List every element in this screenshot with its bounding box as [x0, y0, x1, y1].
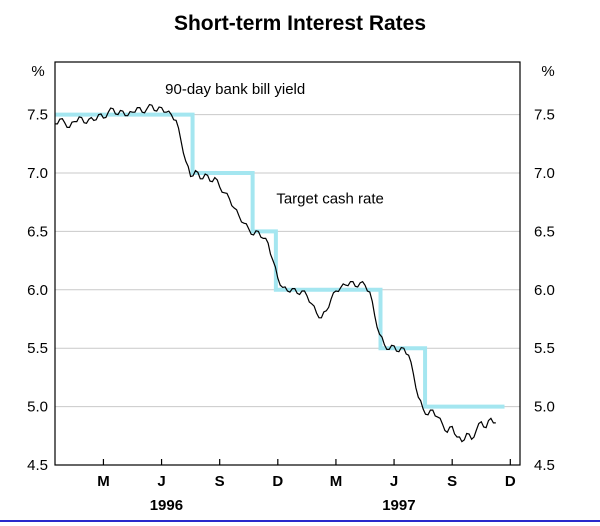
y-tick-label-right: 5.5: [534, 340, 555, 357]
y-tick-label-left: 6.5: [27, 223, 48, 240]
y-tick-label-right: 6.5: [534, 223, 555, 240]
y-tick-label-left: 7.5: [27, 107, 48, 124]
y-tick-label-left: 5.5: [27, 340, 48, 357]
y-tick-label-right: 4.5: [534, 457, 555, 474]
y-tick-label-right: 6.0: [534, 282, 555, 299]
x-tick-label: D: [272, 473, 283, 490]
plot-border: [54, 61, 521, 466]
y-tick-label-left: 5.0: [27, 399, 48, 416]
x-tick-label: M: [330, 473, 343, 490]
y-tick-label-right: 5.0: [534, 399, 555, 416]
year-label: 1997: [382, 497, 415, 514]
x-tick-label: D: [505, 473, 516, 490]
chart-title: Short-term Interest Rates: [173, 12, 427, 35]
footer-rule: [0, 520, 600, 522]
bank-bill-yield-line: [55, 103, 496, 443]
x-tick-label: M: [97, 473, 110, 490]
series-annotation: Target cash rate: [276, 191, 384, 208]
y-unit-right: %: [541, 63, 554, 80]
y-tick-label-left: 7.0: [27, 165, 48, 182]
x-tick-label: J: [390, 473, 398, 490]
y-tick-label-left: 6.0: [27, 282, 48, 299]
year-label: 1996: [150, 497, 183, 514]
x-tick-label: J: [157, 473, 165, 490]
series-annotation: 90-day bank bill yield: [165, 81, 305, 98]
y-tick-label-right: 7.0: [534, 165, 555, 182]
target-cash-rate-line: [55, 112, 505, 409]
y-tick-label-right: 7.5: [534, 107, 555, 124]
x-tick-label: S: [447, 473, 457, 490]
y-tick-label-left: 4.5: [27, 457, 48, 474]
y-unit-left: %: [31, 63, 44, 80]
x-tick-label: S: [215, 473, 225, 490]
